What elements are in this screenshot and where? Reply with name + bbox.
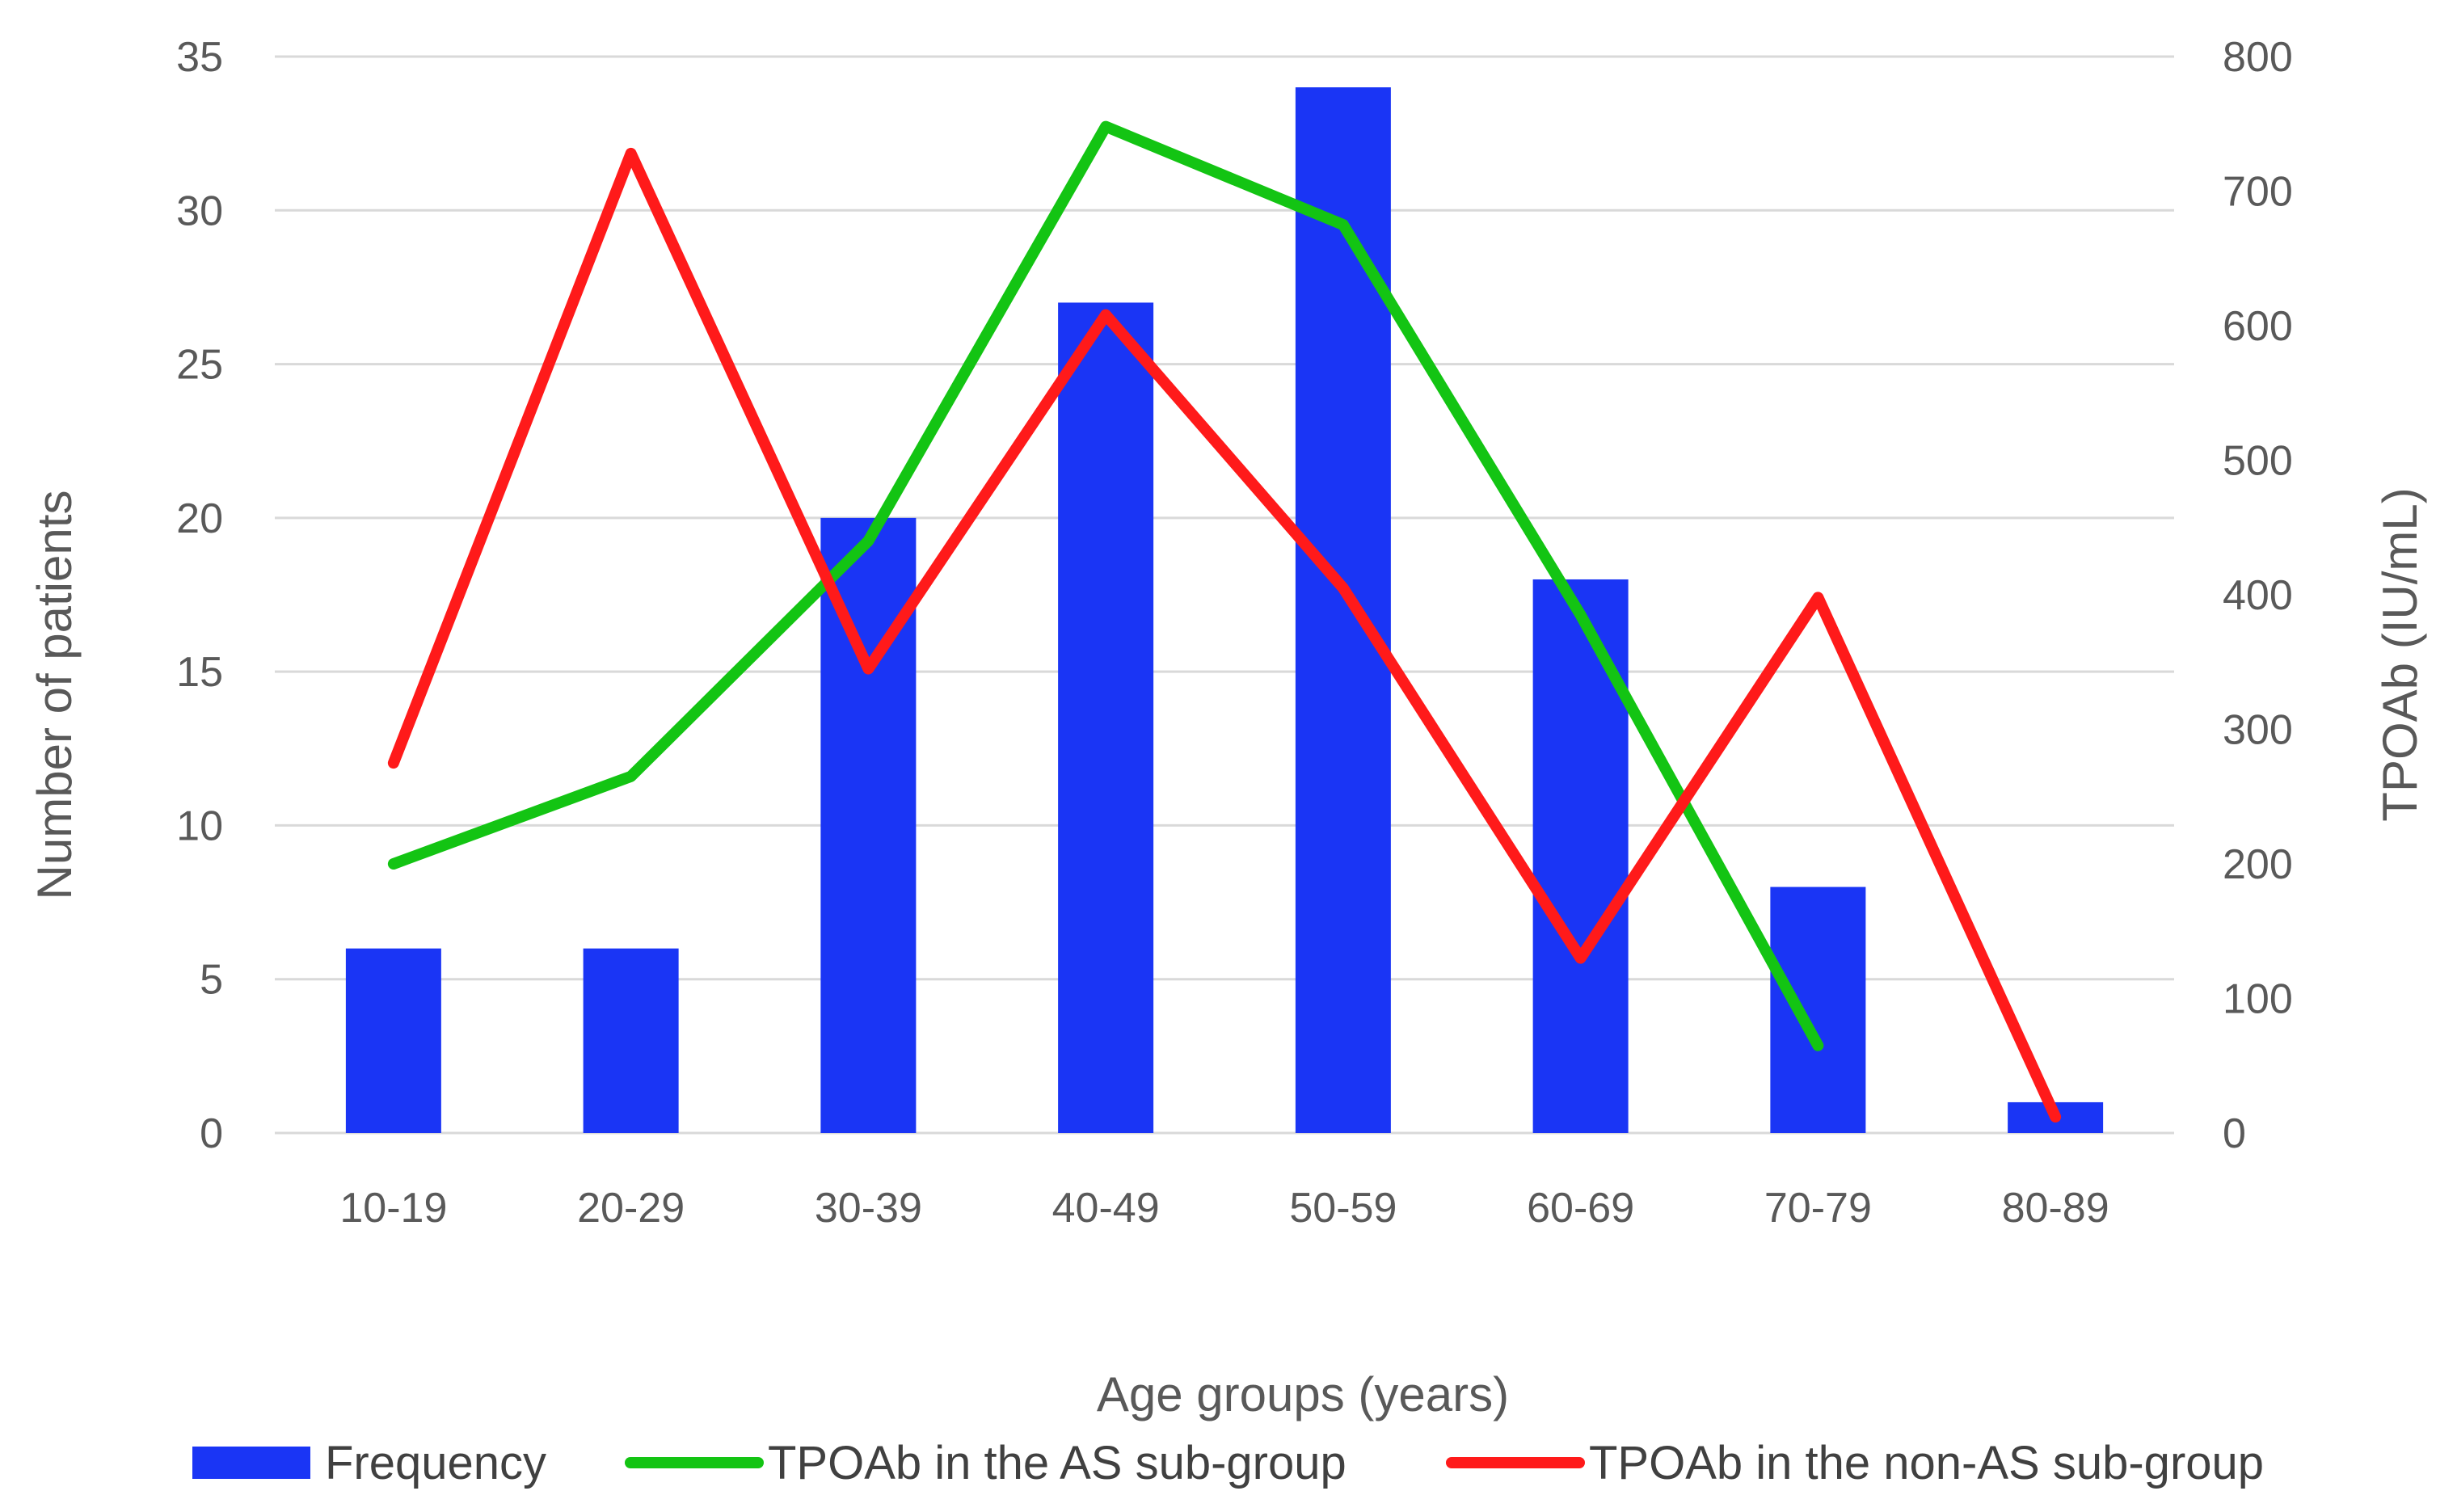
point-non-as-30-39 bbox=[867, 668, 870, 670]
point-non-as-40-49 bbox=[1105, 314, 1107, 316]
x-tick-label: 70-79 bbox=[1764, 1185, 1872, 1232]
right-axis-ticks: 0 100 200 300 400 500 600 700 800 bbox=[2223, 34, 2293, 1157]
y-right-tick-label: 100 bbox=[2223, 976, 2293, 1023]
bar-40-49 bbox=[1058, 302, 1154, 1133]
y-right-tick-label: 200 bbox=[2223, 841, 2293, 888]
legend: Frequency TPOAb in the AS sub-group TPOA… bbox=[192, 1437, 2264, 1489]
bar-20-29 bbox=[583, 948, 679, 1133]
y-left-tick-label: 25 bbox=[176, 342, 223, 389]
point-non-as-20-29 bbox=[630, 152, 632, 154]
y-left-tick-label: 20 bbox=[176, 495, 223, 542]
y-left-tick-label: 10 bbox=[176, 802, 223, 849]
y-right-tick-label: 0 bbox=[2223, 1110, 2246, 1157]
y-right-tick-label: 800 bbox=[2223, 34, 2293, 81]
legend-label-as: TPOAb in the AS sub-group bbox=[768, 1437, 1347, 1489]
x-tick-label: 60-69 bbox=[1527, 1185, 1634, 1232]
legend-swatch-frequency bbox=[192, 1447, 310, 1479]
x-tick-label: 50-59 bbox=[1289, 1185, 1397, 1232]
point-non-as-10-19 bbox=[392, 762, 394, 764]
y-axis-right-title: TPOAb (IU/mL) bbox=[2373, 487, 2427, 821]
bar-60-69 bbox=[1532, 579, 1629, 1133]
point-as-20-29 bbox=[630, 775, 632, 777]
y-left-tick-label: 15 bbox=[176, 649, 223, 696]
y-right-tick-label: 500 bbox=[2223, 438, 2293, 485]
y-left-tick-label: 5 bbox=[200, 957, 223, 1004]
y-right-tick-label: 300 bbox=[2223, 707, 2293, 754]
x-axis-title: Age groups (years) bbox=[1097, 1367, 1509, 1421]
x-axis-ticks: 10-19 20-29 30-39 40-49 50-59 60-69 70-79 80-89 bbox=[339, 1185, 2109, 1232]
bar-10-19 bbox=[345, 948, 441, 1133]
point-as-60-69 bbox=[1579, 613, 1582, 616]
x-tick-label: 30-39 bbox=[815, 1185, 922, 1232]
grid-lines bbox=[275, 55, 2174, 1135]
point-non-as-50-59 bbox=[1342, 587, 1344, 589]
point-as-70-79 bbox=[1817, 1044, 1819, 1047]
y-right-tick-label: 600 bbox=[2223, 303, 2293, 350]
legend-label-non-as: TPOAb in the non-AS sub-group bbox=[1589, 1437, 2264, 1489]
y-axis-left-title: Number of patients bbox=[27, 491, 82, 900]
bar-70-79 bbox=[1770, 887, 1866, 1133]
bar-50-59 bbox=[1295, 87, 1391, 1134]
legend-label-frequency: Frequency bbox=[325, 1437, 546, 1489]
point-non-as-60-69 bbox=[1579, 957, 1582, 959]
y-left-tick-label: 35 bbox=[176, 34, 223, 81]
point-as-10-19 bbox=[392, 863, 394, 865]
left-axis-ticks: 0 5 10 15 20 25 30 35 bbox=[176, 34, 223, 1157]
line-non-as-subgroup bbox=[387, 147, 2062, 1123]
x-tick-label: 40-49 bbox=[1052, 1185, 1160, 1232]
x-tick-label: 10-19 bbox=[339, 1185, 447, 1232]
point-as-30-39 bbox=[867, 540, 870, 542]
point-non-as-80-89 bbox=[2055, 1116, 2057, 1118]
point-as-50-59 bbox=[1342, 224, 1344, 226]
bar-series-frequency bbox=[345, 87, 2104, 1134]
line-series bbox=[387, 120, 2062, 1123]
x-tick-label: 20-29 bbox=[577, 1185, 685, 1232]
point-non-as-70-79 bbox=[1817, 596, 1819, 599]
y-left-tick-label: 30 bbox=[176, 187, 223, 234]
x-tick-label: 80-89 bbox=[2002, 1185, 2109, 1232]
y-right-tick-label: 700 bbox=[2223, 169, 2293, 216]
y-left-tick-label: 0 bbox=[200, 1110, 223, 1157]
point-as-40-49 bbox=[1105, 125, 1107, 128]
y-right-tick-label: 400 bbox=[2223, 572, 2293, 619]
